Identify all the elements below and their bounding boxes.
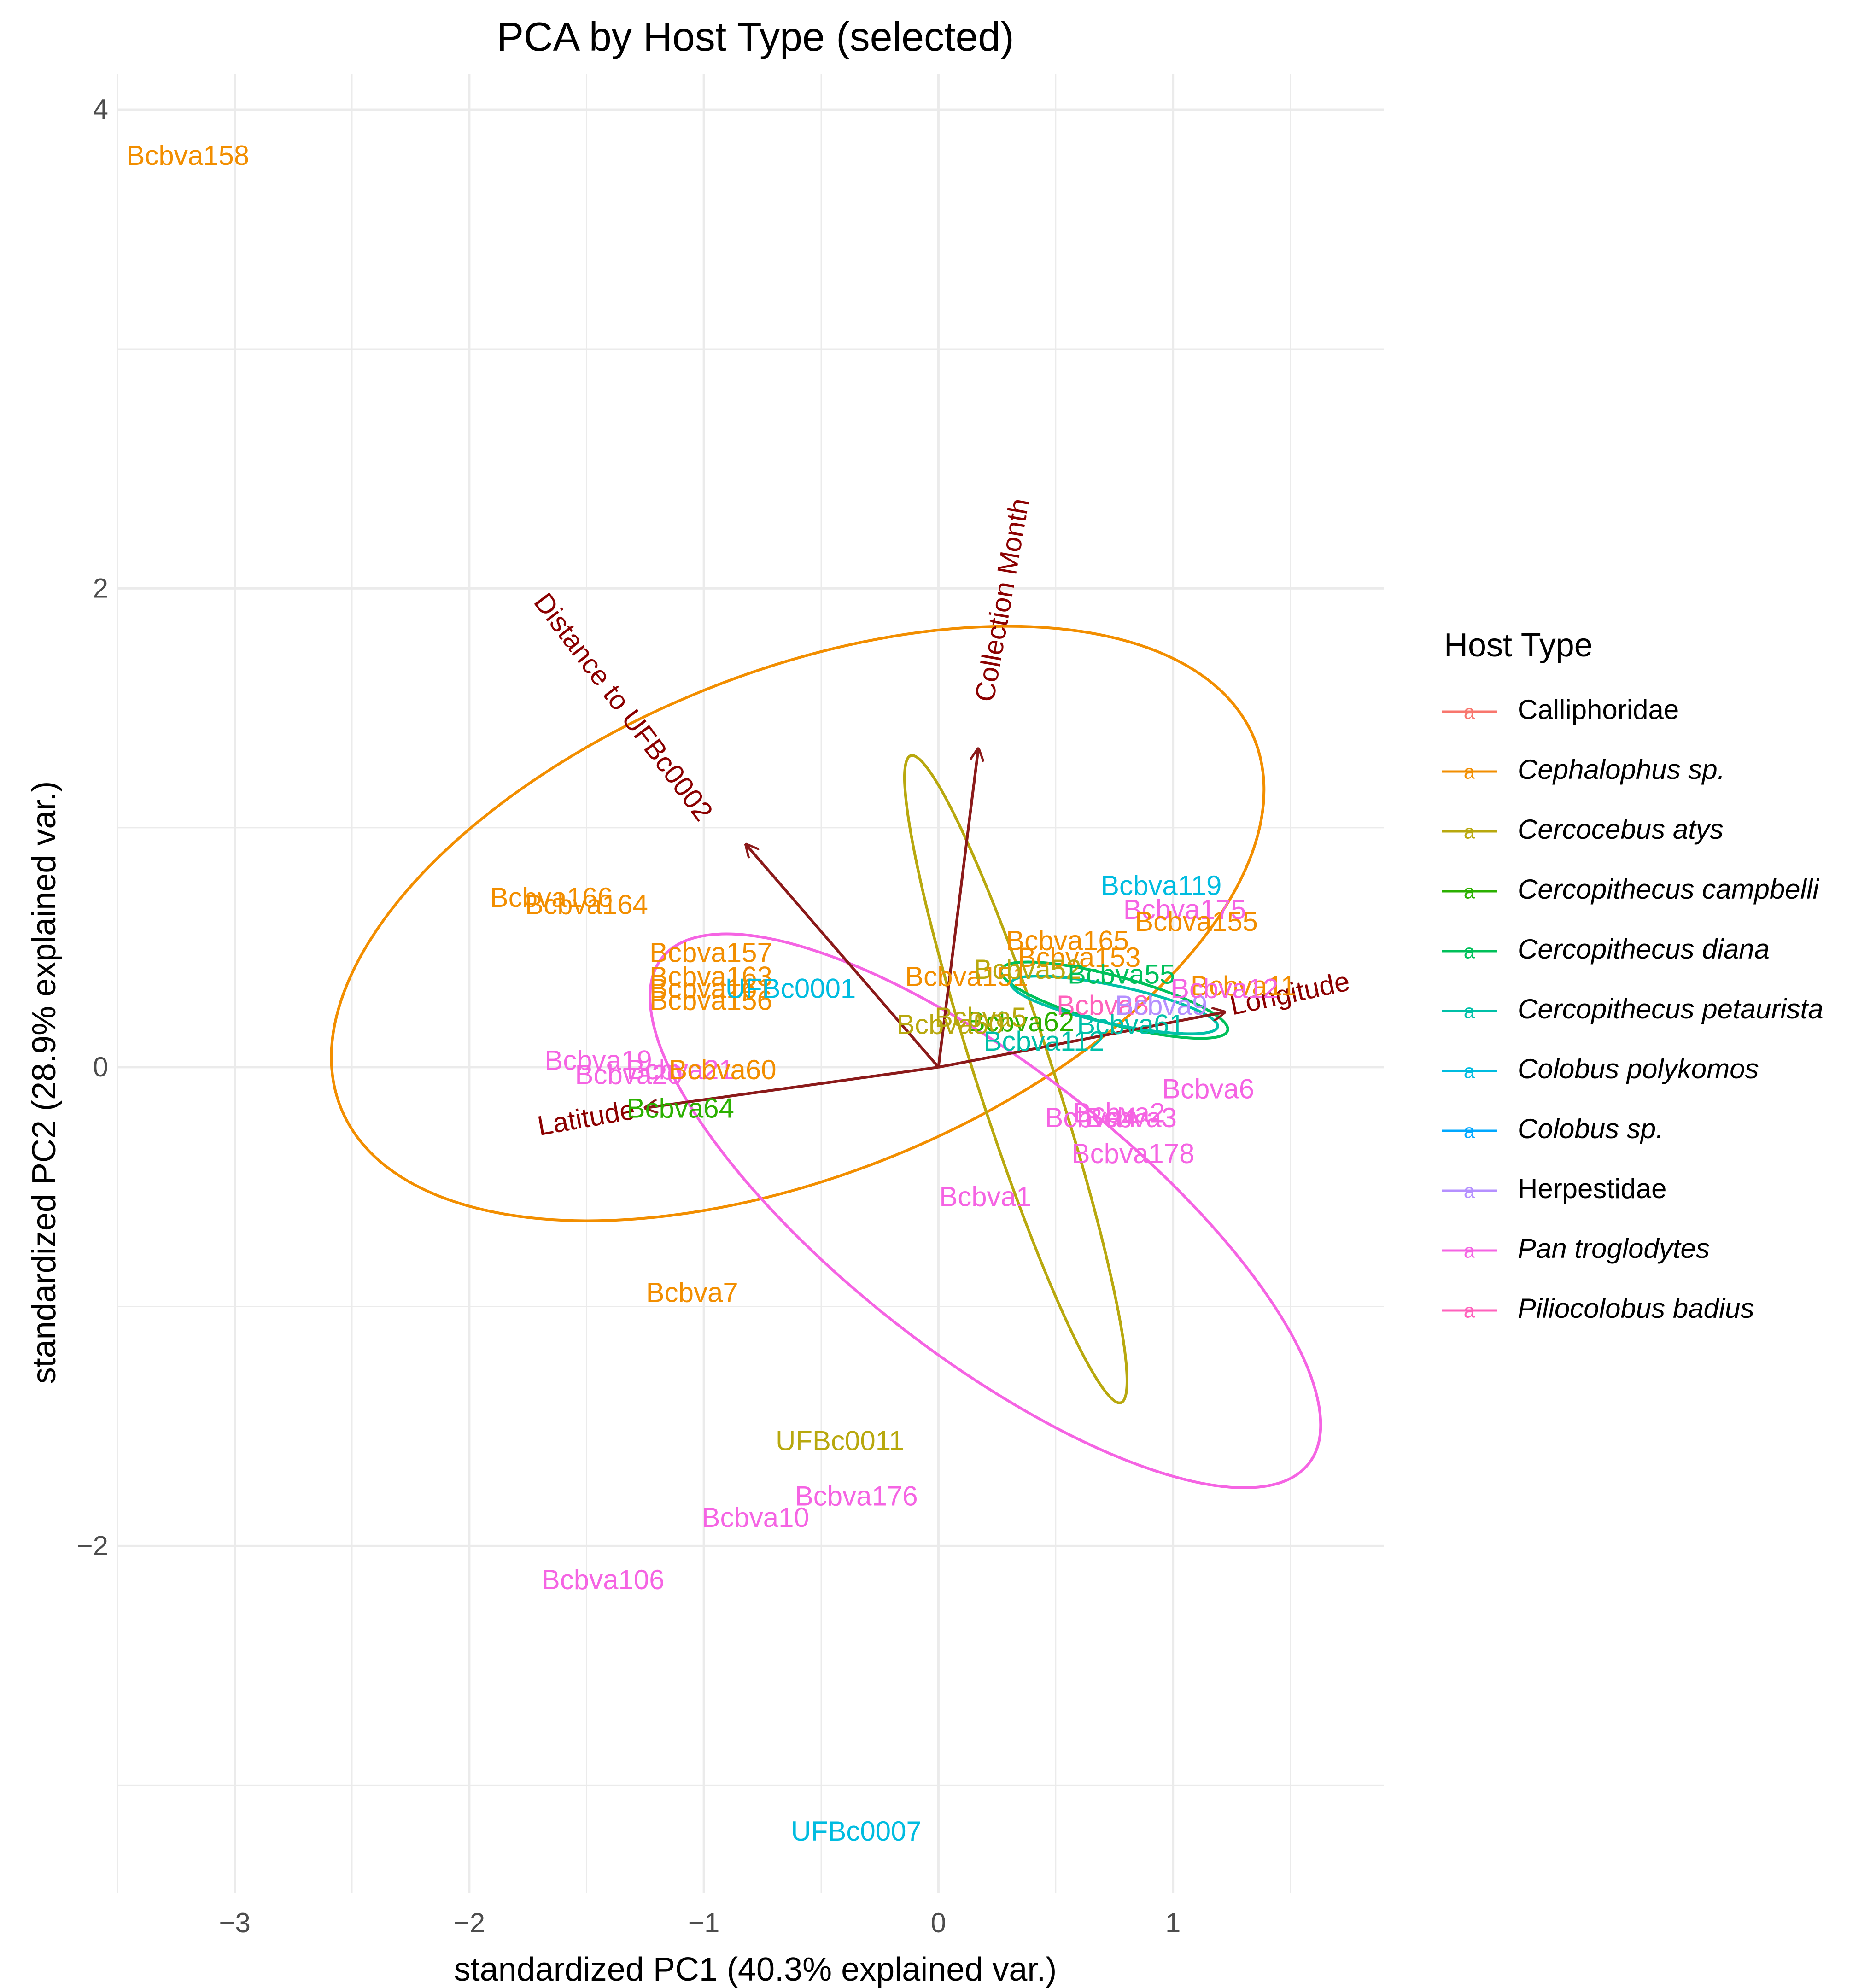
point-label-bcbva163: Bcbva163 [649,961,772,992]
x-tick-label: −2 [454,1907,485,1938]
legend-item-piliocolobus-badius: Piliocolobus badius [1518,1293,1754,1324]
point-label-bcbva50: Bcbva50 [896,1009,1004,1040]
loading-label-collection-month: Collection Month [969,496,1035,704]
point-label-ufbc0011: UFBc0011 [776,1426,904,1456]
point-label-bcbva21: Bcbva21 [626,1054,734,1085]
y-tick-label: 2 [93,573,108,603]
legend-key-glyph: a [1464,1180,1475,1203]
legend-item-cercopithecus-diana: Cercopithecus diana [1518,934,1770,965]
legend-key-glyph: a [1464,881,1475,903]
point-labels: Bcbva158 Bcbva166Bcbva164Bcbva157Bcbva163… [126,140,1296,1847]
ellipse-cercopithecus-petaurista [1010,975,1219,1035]
point-label-bcbva61: Bcbva61 [1077,1009,1185,1040]
chart-title: PCA by Host Type (selected) [497,14,1014,59]
y-tick-label: 0 [93,1052,108,1082]
point-label-bcbva20: Bcbva20 [575,1059,683,1090]
legend-key-glyph: a [1464,761,1475,784]
legend-key-glyph: a [1464,821,1475,843]
legend-key-glyph: a [1464,701,1475,724]
x-tick-label: 0 [931,1907,946,1938]
legend-key-glyph: a [1464,1120,1475,1143]
arrow-longitude [938,1012,1224,1069]
legend-item-cephalophus-sp-: Cephalophus sp. [1518,754,1725,785]
point-label-bcbva161: Bcbva161 [649,973,772,1004]
point-label-bcbva175: Bcbva175 [1123,894,1246,925]
legend-key-glyph: a [1464,941,1475,963]
point-label-bcbva153: Bcbva153 [1018,942,1141,973]
legend-item-cercopithecus-campbelli: Cercopithecus campbelli [1518,874,1819,905]
point-label-bcbva119: Bcbva119 [1101,870,1221,901]
point-label-bcbva157: Bcbva157 [649,937,772,968]
point-label-bcbva11: Bcbva11 [1191,971,1296,1001]
point-label-bcbva176: Bcbva176 [795,1480,918,1511]
point-label-bcbva6: Bcbva6 [1162,1074,1254,1105]
ellipse-layer [330,625,1322,1489]
point-label-bcbva10: Bcbva10 [701,1502,809,1533]
legend-key-glyph: a [1464,1240,1475,1263]
point-label-bcbva62: Bcbva62 [967,1006,1075,1037]
point-label-bcbva55: Bcbva55 [1068,959,1175,989]
ellipse-cercocebus-atys [903,754,1128,1404]
point-label-bcbva52: Bcbva52 [974,954,1081,985]
point-label-bcbva19: Bcbva19 [544,1045,652,1076]
point-label-bcbva155: Bcbva155 [1135,906,1258,937]
legend-key-glyph: a [1464,1060,1475,1083]
legend-item-pan-troglodytes: Pan troglodytes [1518,1233,1710,1264]
point-label-bcbva106: Bcbva106 [542,1564,665,1595]
point-label-bcbva8: Bcbva8 [1057,990,1149,1021]
point-label-bcbva7: Bcbva7 [646,1277,738,1308]
grid [117,74,1384,1893]
point-label-bcbva158: Bcbva158 [126,140,249,171]
point-label-bcbva60: Bcbva60 [669,1054,777,1085]
point-label-bcbva112: Bcbva112 [983,1026,1104,1057]
legend-item-colobus-polykomos: Colobus polykomos [1518,1053,1759,1084]
legend-title: Host Type [1444,627,1593,664]
point-label-bcbva12: Bcbva12 [1171,973,1279,1004]
loading-label-distance-to-ufbc0002: Distance to UFBc0002 [528,587,719,827]
point-label-ufbc0001: UFBc0001 [725,973,856,1004]
point-label-bcbva4: Bcbva4 [1045,1102,1137,1133]
legend-key-glyph: a [1464,1300,1475,1322]
ellipse-cephalophus-sp- [330,625,1266,1222]
legend-item-herpestidae: Herpestidae [1518,1173,1667,1204]
point-label-bcbva166: Bcbva166 [490,882,613,913]
arrow-distance-to-ufbc0002 [746,845,940,1068]
point-label-bcbva3: Bcbva3 [1085,1102,1177,1133]
legend-item-calliphoridae: Calliphoridae [1518,694,1679,725]
point-label-bcbva164: Bcbva164 [525,889,648,920]
arrow-collection-month [937,749,978,1068]
legend-item-cercocebus-atys: Cercocebus atys [1518,814,1724,845]
x-tick-label: −1 [688,1907,719,1938]
x-tick-label: 1 [1165,1907,1181,1938]
point-label-bcbva9: Bcbva9 [1115,990,1207,1021]
point-label-bcbva151: Bcbva151 [905,961,1028,992]
point-label-bcbva178: Bcbva178 [1072,1138,1195,1169]
point-label-ufbc0007: UFBc0007 [791,1816,921,1847]
x-tick-label: −3 [219,1907,250,1938]
point-label-bcbva2: Bcbva2 [1073,1098,1165,1128]
y-tick-label: 4 [93,94,108,125]
legend-item-colobus-sp-: Colobus sp. [1518,1113,1664,1144]
x-axis-title: standardized PC1 (40.3% explained var.) [454,1951,1057,1988]
y-axis-title: standardized PC2 (28.9% explained var.) [26,781,63,1384]
point-label-bcbva156: Bcbva156 [649,985,772,1016]
point-label-bcbva5: Bcbva5 [935,1002,1027,1033]
point-label-bcbva165: Bcbva165 [1006,925,1129,956]
ellipse-pan-troglodytes [649,932,1322,1489]
legend-item-cercopithecus-petaurista: Cercopithecus petaurista [1518,994,1823,1024]
axis-ticks: −3 −2 −1 0 1 −2 0 2 4 [77,94,1181,1938]
arrow-latitude [645,1065,939,1108]
legend: Host Type a Calliphoridae a Cephalophus sp.… [1442,627,1823,1324]
y-tick-label: −2 [77,1530,108,1561]
point-label-bcbva1: Bcbva1 [939,1181,1031,1212]
legend-key-glyph: a [1464,1000,1475,1023]
point-label-bcbva64: Bcbva64 [626,1093,734,1123]
